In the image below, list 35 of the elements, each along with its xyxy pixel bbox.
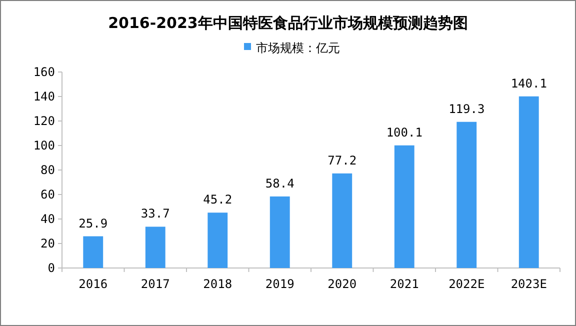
data-label: 25.9 bbox=[78, 216, 108, 230]
y-tick-label: 20 bbox=[40, 236, 55, 250]
bar bbox=[208, 212, 228, 268]
x-tick-label: 2017 bbox=[140, 277, 170, 291]
x-tick-label: 2019 bbox=[265, 277, 294, 291]
bar bbox=[394, 145, 414, 268]
y-tick-label: 160 bbox=[33, 65, 55, 79]
x-tick-label: 2022E bbox=[448, 277, 485, 291]
data-label: 58.4 bbox=[265, 176, 294, 190]
y-tick-label: 120 bbox=[33, 114, 55, 128]
chart-title: 2016-2023年中国特医食品行业市场规模预测趋势图 bbox=[108, 14, 468, 32]
x-tick-label: 2021 bbox=[390, 277, 419, 291]
bar bbox=[332, 173, 352, 268]
bar bbox=[83, 236, 104, 268]
x-tick-label: 2023E bbox=[510, 277, 547, 291]
x-tick-label: 2018 bbox=[203, 277, 232, 291]
data-label: 119.3 bbox=[448, 102, 485, 116]
bar bbox=[270, 196, 290, 268]
data-label: 45.2 bbox=[203, 192, 232, 207]
data-label: 77.2 bbox=[328, 153, 357, 168]
x-tick-label: 2016 bbox=[78, 277, 108, 291]
y-tick-label: 60 bbox=[40, 188, 55, 202]
legend-label: 市场规模：亿元 bbox=[256, 41, 340, 55]
data-label: 100.1 bbox=[386, 125, 422, 140]
y-tick-label: 140 bbox=[33, 90, 55, 104]
y-tick-label: 0 bbox=[48, 261, 55, 275]
y-tick-label: 80 bbox=[40, 163, 55, 177]
bar bbox=[456, 122, 477, 268]
data-label: 33.7 bbox=[140, 206, 170, 221]
bar bbox=[145, 226, 166, 268]
y-tick-label: 40 bbox=[40, 212, 55, 226]
bar bbox=[518, 96, 539, 268]
y-tick-label: 100 bbox=[33, 138, 55, 152]
data-label: 140.1 bbox=[510, 76, 547, 90]
x-tick-label: 2020 bbox=[328, 277, 357, 291]
